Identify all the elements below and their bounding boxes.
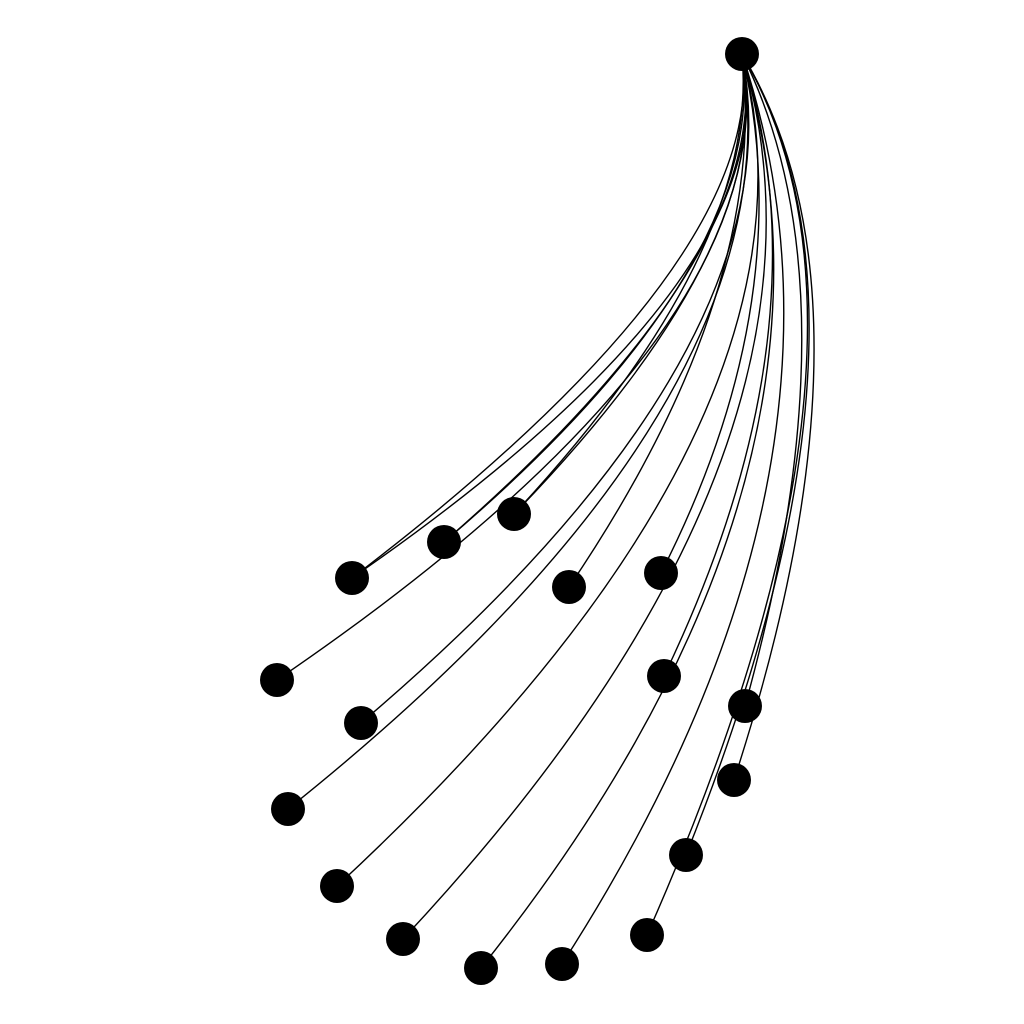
node-n17 [545,947,579,981]
node-n14 [386,922,420,956]
hub-node [725,37,759,71]
edge-hub-n11 [733,53,815,781]
node-n13 [669,838,703,872]
nodes-layer [260,37,762,985]
edges-layer [276,53,815,969]
node-n01 [335,561,369,595]
node-n10 [728,689,762,723]
edge-hub-n01 [351,53,745,579]
node-n12 [320,869,354,903]
edge-hub-n20 [513,53,748,515]
edge-hub-n18 [351,53,748,579]
edge-hub-n17 [561,53,785,965]
edge-hub-n16 [480,53,775,969]
edge-hub-n03 [513,53,744,515]
node-n16 [464,951,498,985]
node-n03 [497,497,531,531]
edge-hub-n06 [660,53,760,574]
edge-hub-n10 [741,53,803,707]
edge-hub-n02 [443,53,747,543]
node-n11 [717,763,751,797]
edge-hub-n12 [336,53,759,887]
edge-hub-n08 [287,53,749,810]
edge-hub-n19 [443,53,745,543]
node-n02 [427,525,461,559]
node-n15 [630,918,664,952]
edge-hub-n15 [646,53,809,936]
node-n06 [644,556,678,590]
edge-hub-n14 [402,53,767,940]
node-n09 [647,659,681,693]
node-n07 [344,706,378,740]
node-n04 [260,663,294,697]
node-n05 [552,570,586,604]
node-n08 [271,792,305,826]
edge-hub-n07 [360,53,750,724]
